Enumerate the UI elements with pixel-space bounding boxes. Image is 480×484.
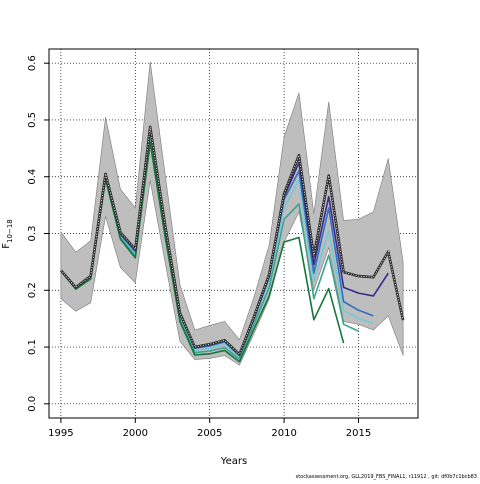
- x-tick-label-2015: 2015: [346, 428, 371, 439]
- y-axis: 0.0 0.1 0.2 0.3 0.4 0.5 0.6: [27, 55, 50, 412]
- series-line-peel5: [60, 141, 345, 363]
- y-tick-label-0.5: 0.5: [27, 112, 38, 128]
- x-tick-label-1995: 1995: [48, 428, 73, 439]
- y-tick-label-0.6: 0.6: [27, 55, 38, 71]
- series-line-final-dotted: [60, 126, 404, 356]
- y-tick-label-0.3: 0.3: [27, 226, 38, 242]
- svg-text:F10−18: F10−18: [1, 219, 14, 248]
- x-tick-label-2000: 2000: [123, 428, 148, 439]
- confidence-band: [60, 61, 404, 366]
- y-tick-label-0.1: 0.1: [27, 339, 38, 355]
- x-tick-label-2005: 2005: [197, 428, 222, 439]
- x-axis: 1995 2000 2005 2010 2015: [48, 417, 371, 439]
- footer-caption: stockassessment.org, GLL2019_FBS_FINAL1,…: [296, 474, 477, 480]
- y-axis-title-sub: 10−18: [6, 219, 14, 243]
- y-axis-title: F10−18: [1, 219, 14, 248]
- y-axis-title-main: F: [1, 243, 12, 249]
- y-tick-label-0.2: 0.2: [27, 282, 38, 298]
- y-tick-label-0: 0.0: [27, 396, 38, 412]
- series-layer: [59, 125, 405, 363]
- x-tick-label-2010: 2010: [271, 428, 296, 439]
- x-axis-title: Years: [220, 456, 247, 467]
- band-layer: [60, 61, 404, 366]
- y-tick-label-0.4: 0.4: [27, 169, 38, 185]
